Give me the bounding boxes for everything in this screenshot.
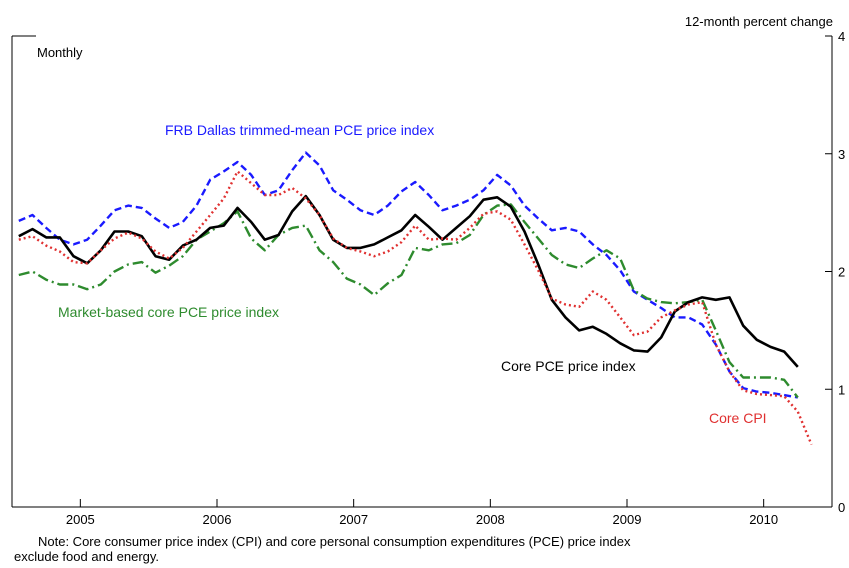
series-line bbox=[18, 170, 813, 446]
x-tick-label: 2010 bbox=[749, 512, 778, 527]
y-tick-label: 1 bbox=[838, 382, 845, 397]
series-line bbox=[18, 203, 799, 399]
x-tick-label: 2009 bbox=[613, 512, 642, 527]
y-tick-label: 4 bbox=[838, 29, 845, 44]
series-label: Market-based core PCE price index bbox=[58, 304, 279, 320]
y-tick-label: 3 bbox=[838, 147, 845, 162]
subtitle: Monthly bbox=[37, 45, 83, 60]
note: Note: Core consumer price index (CPI) an… bbox=[38, 534, 631, 549]
y-tick-label: 2 bbox=[838, 265, 845, 280]
series-label: Core PCE price index bbox=[501, 358, 636, 374]
series-line bbox=[18, 151, 799, 399]
series-line bbox=[18, 194, 799, 368]
x-tick-label: 2006 bbox=[203, 512, 232, 527]
x-tick-label: 2007 bbox=[339, 512, 368, 527]
y-tick-label: 0 bbox=[838, 500, 845, 515]
x-tick-label: 2005 bbox=[66, 512, 95, 527]
note: exclude food and energy. bbox=[14, 549, 159, 564]
series-label: Core CPI bbox=[709, 410, 767, 426]
series-label: FRB Dallas trimmed-mean PCE price index bbox=[165, 122, 434, 138]
y-axis-label: 12-month percent change bbox=[685, 14, 833, 29]
x-tick-label: 2008 bbox=[476, 512, 505, 527]
